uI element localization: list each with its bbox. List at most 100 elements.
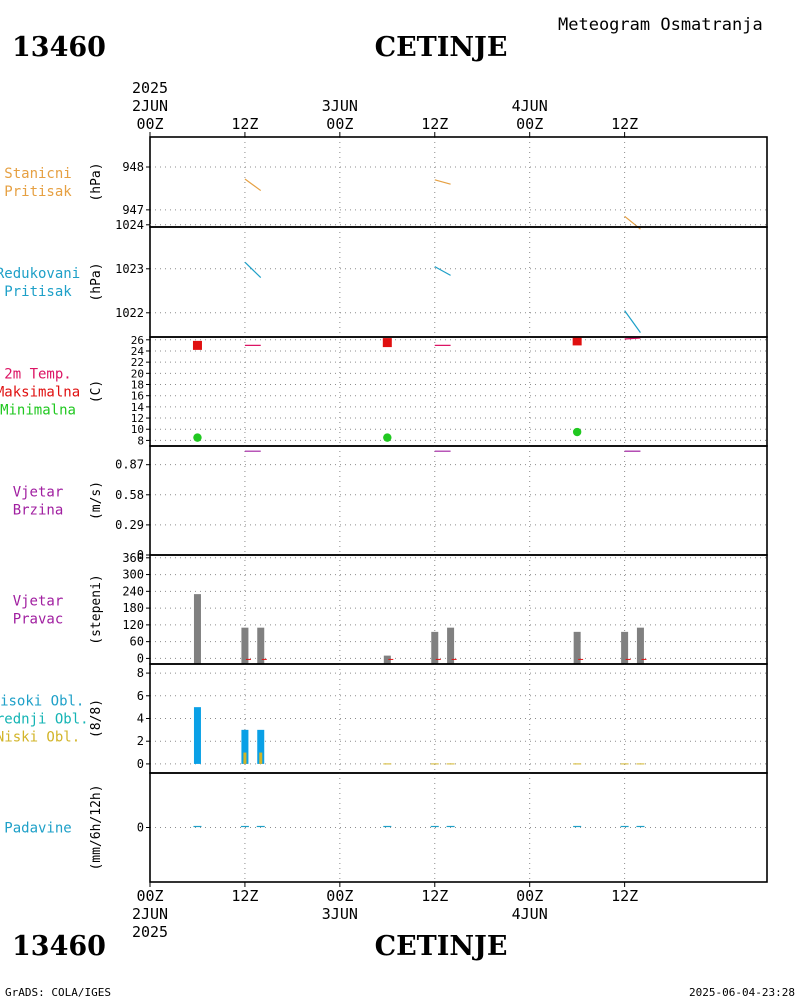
- cloud-total-bar: [241, 729, 249, 764]
- panel-frame: [149, 445, 768, 556]
- y-tick-label: 0: [137, 821, 144, 835]
- tmax-marker: [192, 340, 202, 350]
- y-tick-label: 1024: [115, 218, 144, 232]
- top-hour-label: 12Z: [421, 115, 448, 133]
- panel-frame: [149, 226, 768, 338]
- y-axis-label: (C): [89, 380, 104, 403]
- y-tick-label: 26: [131, 334, 144, 347]
- cloud-low-bar: [243, 752, 247, 764]
- top-year-label: 2025: [132, 79, 168, 97]
- y-tick-label: 16: [131, 390, 144, 403]
- variable-label: Stanicni: [4, 166, 71, 182]
- station-name-top: CETINJE: [375, 32, 508, 63]
- series-segment: [244, 261, 262, 279]
- temperature-mark: [624, 337, 641, 340]
- top-day-label: 4JUN: [512, 97, 548, 115]
- y-axis-label: (mm/6h/12h): [89, 784, 104, 870]
- y-tick-label: 18: [131, 379, 144, 392]
- y-axis-label: (m/s): [89, 481, 104, 520]
- generation-timestamp: 2025-06-04-23:28: [689, 986, 795, 999]
- wind-direction-bar: [573, 631, 581, 665]
- y-axis-label: (stepeni): [89, 574, 104, 644]
- variable-label: Padavine: [4, 821, 71, 837]
- series-segment: [434, 266, 451, 276]
- y-tick-label: 120: [122, 618, 144, 632]
- y-tick-label: 20: [131, 367, 144, 380]
- meteogram-subtitle: Meteogram Osmatranja: [558, 15, 763, 35]
- y-tick-label: 0.29: [115, 518, 144, 532]
- variable-label: Niski Obl.: [0, 730, 80, 746]
- y-tick-label: 0.58: [115, 488, 144, 502]
- panel-precipitation: 0 (mm/6h/12h) Padavine: [4, 772, 768, 883]
- bottom-hour-label: 00Z: [326, 887, 353, 905]
- panel-wind-direction: 0 60 120 180 240 300 360 (stepeni) Vjetar Pravac: [13, 551, 768, 665]
- y-tick-label: 180: [122, 601, 144, 615]
- tmax-marker: [572, 336, 582, 346]
- top-day-label: 2JUN: [132, 97, 168, 115]
- cloud-total-bar: [193, 707, 201, 764]
- tmax-marker: [382, 338, 392, 348]
- bottom-day-label: 2JUN: [132, 905, 168, 923]
- y-tick-label: 6: [137, 689, 144, 703]
- variable-label: Pritisak: [4, 284, 72, 300]
- y-tick-label: 1023: [115, 262, 144, 276]
- bottom-year-label: 2025: [132, 923, 168, 941]
- y-axis-label: (hPa): [89, 262, 104, 301]
- panels: 947948(hPa)StanicniPritisak102210231024(…: [0, 136, 768, 883]
- panel-cloud-cover: 0 2 4 6 8 (8/8) Visoki Obl. Srednji Obl. Niski O…: [0, 663, 768, 774]
- y-tick-label: 947: [122, 203, 144, 217]
- y-tick-label: 4: [137, 712, 144, 726]
- wind-direction-bar: [193, 594, 201, 665]
- station-id-bottom: 13460: [12, 931, 106, 962]
- wind-direction-bar: [636, 627, 644, 665]
- top-hour-label: 00Z: [136, 115, 163, 133]
- y-axis-label: (8/8): [89, 699, 104, 738]
- tmin-marker: [572, 427, 582, 437]
- top-hour-label: 00Z: [326, 115, 353, 133]
- variable-label: Visoki Obl.: [0, 694, 84, 710]
- y-tick-label: 10: [131, 423, 144, 436]
- y-tick-label: 0: [137, 548, 144, 562]
- bottom-hour-label: 12Z: [611, 887, 638, 905]
- y-tick-label: 300: [122, 568, 144, 582]
- wind-direction-bar: [241, 627, 249, 665]
- y-tick-label: 8: [137, 434, 144, 447]
- panel-frame: [149, 336, 768, 447]
- variable-label: Pritisak: [4, 184, 72, 200]
- y-tick-label: 60: [130, 635, 144, 649]
- tmin-marker: [193, 433, 202, 442]
- series-segment: [434, 179, 451, 185]
- wind-direction-bar: [621, 631, 629, 665]
- y-tick-label: 948: [122, 160, 144, 174]
- top-hour-label: 12Z: [611, 115, 638, 133]
- y-tick-label: 360: [122, 551, 144, 565]
- wind-direction-bar: [447, 627, 455, 665]
- top-hour-label: 00Z: [516, 115, 543, 133]
- bottom-hour-label: 12Z: [421, 887, 448, 905]
- panel-frame: [149, 136, 768, 228]
- bottom-hour-label: 00Z: [516, 887, 543, 905]
- variable-label: Vjetar: [13, 485, 64, 501]
- series-segment: [624, 310, 641, 333]
- y-tick-label: 1022: [115, 306, 144, 320]
- wind-direction-bar: [383, 655, 391, 665]
- variable-label: Redukovani: [0, 266, 80, 282]
- y-tick-label: 0.87: [115, 458, 144, 472]
- y-tick-label: 0: [137, 757, 144, 771]
- y-tick-label: 24: [131, 345, 145, 358]
- y-tick-label: 22: [131, 356, 144, 369]
- wind-direction-bar: [257, 627, 265, 665]
- y-tick-label: 2: [137, 734, 144, 748]
- y-tick-label: 240: [122, 584, 144, 598]
- variable-label: Maksimalna: [0, 385, 80, 401]
- variable-label: Brzina: [13, 503, 64, 519]
- y-tick-label: 8: [137, 666, 144, 680]
- y-tick-label: 14: [131, 401, 145, 414]
- y-tick-label: 0: [137, 651, 144, 665]
- variable-label: Minimalna: [0, 403, 76, 419]
- panel-wind-speed: 0 0.29 0.58 0.87 (m/s) Vjetar Brzina: [13, 445, 768, 562]
